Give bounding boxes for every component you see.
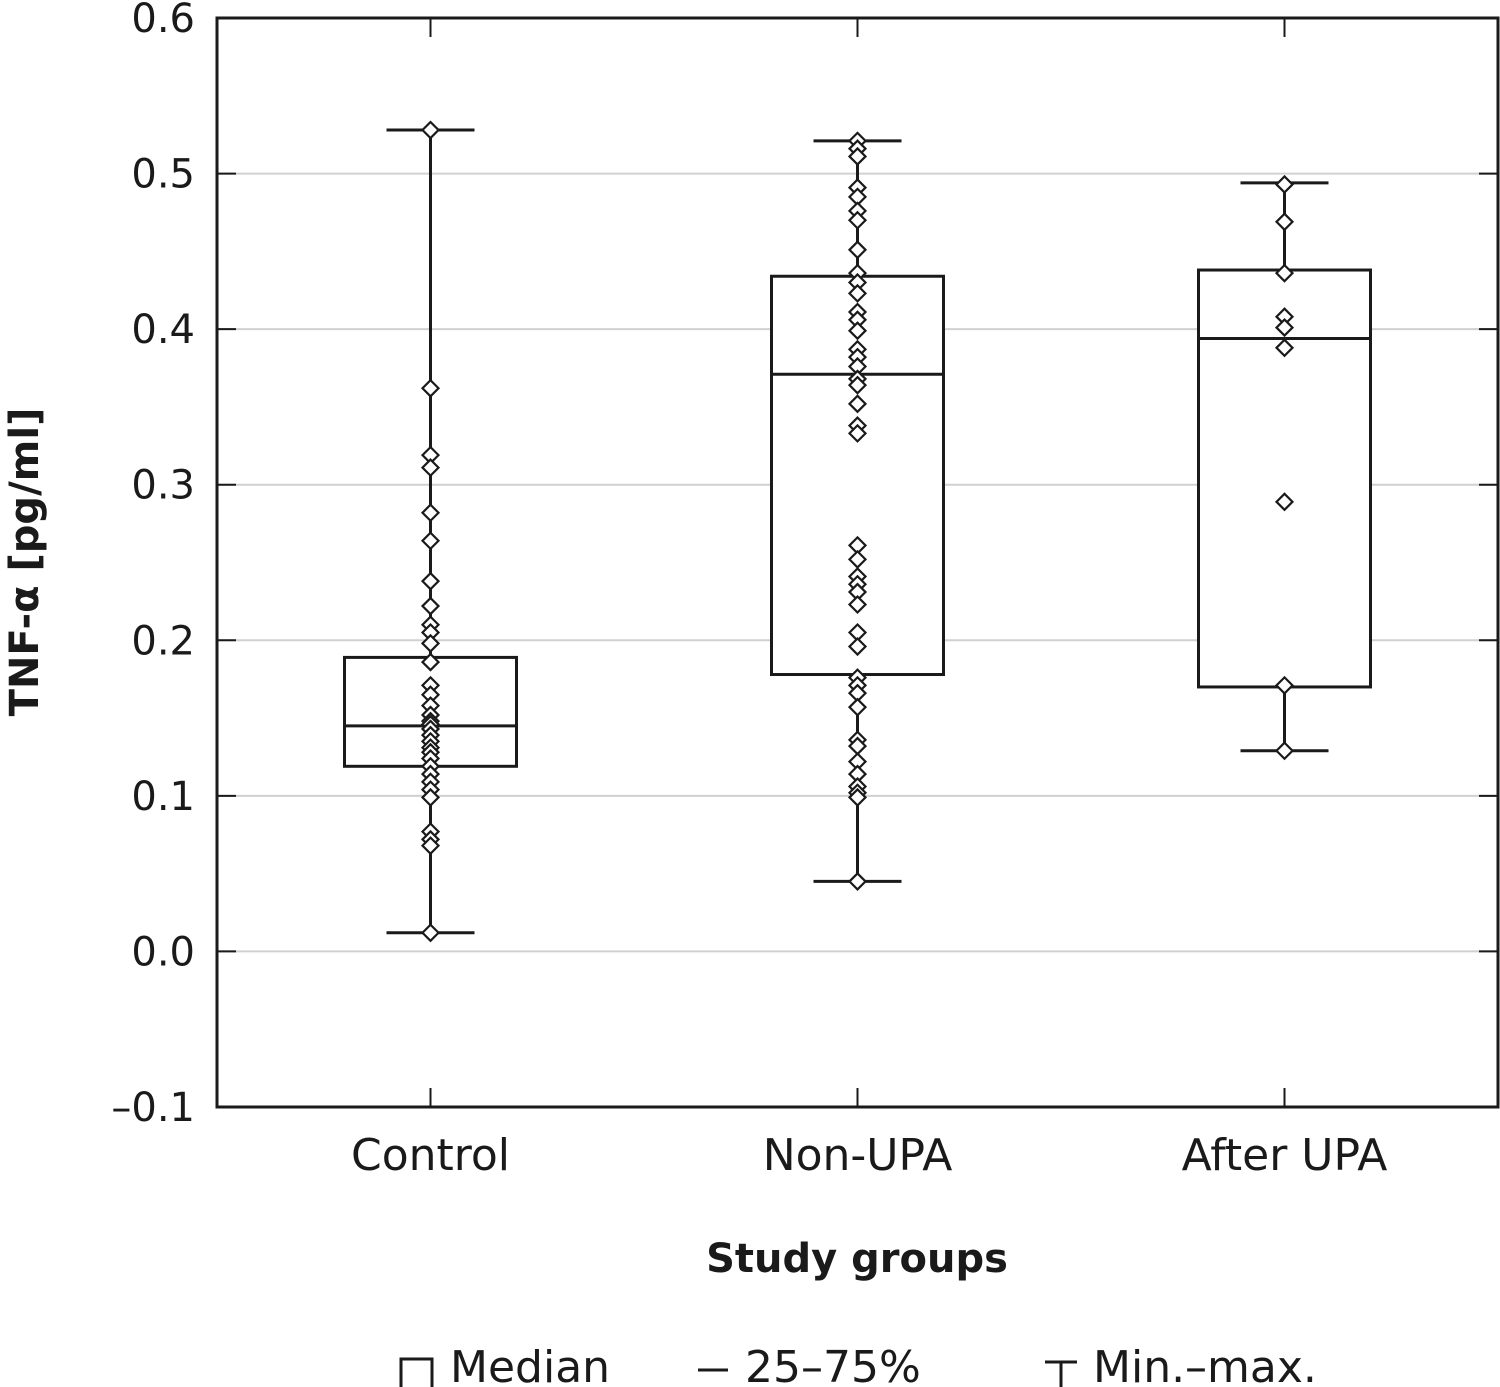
- legend-whisker-symbol: [1045, 1360, 1077, 1387]
- data-point: [420, 458, 441, 478]
- legend-label-minmax: Min.–max.: [1093, 1342, 1317, 1387]
- data-point: [1274, 492, 1295, 512]
- y-tick-label: 0.5: [131, 152, 195, 198]
- y-axis-title: TNF-α [pg/ml]: [2, 408, 48, 717]
- data-point: [847, 787, 868, 807]
- data-point: [1274, 741, 1295, 761]
- data-point: [420, 596, 441, 616]
- data-point: [847, 636, 868, 657]
- x-category-label: After UPA: [1182, 1130, 1388, 1181]
- data-point: [847, 321, 868, 341]
- data-point: [847, 240, 868, 260]
- data-point: [420, 836, 441, 856]
- data-point: [1274, 263, 1295, 283]
- data-point: [847, 871, 868, 891]
- data-point: [847, 697, 868, 717]
- data-point: [1274, 338, 1295, 358]
- legend-box-symbol: [399, 1357, 434, 1387]
- data-point: [847, 210, 868, 230]
- legend: Median 25–75% Min.–max.: [399, 1342, 1317, 1387]
- data-point: [420, 571, 441, 591]
- data-points: [420, 120, 1295, 943]
- data-point: [847, 394, 868, 414]
- y-tick-label: 0.6: [131, 0, 195, 42]
- y-tick-label: 0.1: [131, 774, 195, 820]
- y-tick-label: 0.2: [131, 618, 195, 664]
- data-point: [847, 375, 868, 395]
- x-axis-title: Study groups: [706, 1236, 1008, 1282]
- data-point: [420, 378, 441, 398]
- data-point: [420, 503, 441, 523]
- x-category-label: Control: [351, 1130, 510, 1181]
- legend-label-median: Median: [450, 1342, 610, 1387]
- axis-labels: 0.6 0.5 0.4 0.3 0.2 0.1 0.0 –0.1 Control Non-UPA A…: [111, 0, 1387, 1181]
- y-tick-label: 0.3: [131, 463, 195, 509]
- data-point: [1274, 318, 1295, 338]
- legend-label-quartiles: 25–75%: [745, 1342, 921, 1387]
- data-point: [420, 923, 441, 943]
- axes: [215, 16, 1500, 1109]
- data-point: [847, 423, 868, 443]
- data-point: [420, 531, 441, 551]
- data-point: [420, 633, 441, 653]
- data-point: [847, 594, 868, 615]
- y-tick-label: 0.0: [131, 929, 195, 975]
- data-point: [420, 652, 441, 672]
- data-point: [1274, 675, 1295, 695]
- data-point: [847, 283, 868, 303]
- x-category-label: Non-UPA: [763, 1130, 953, 1181]
- data-point: [1274, 212, 1295, 232]
- data-point: [847, 146, 868, 167]
- data-point: [420, 120, 441, 140]
- data-point: [1274, 174, 1295, 195]
- y-tick-label: –0.1: [111, 1085, 195, 1131]
- y-tick-label: 0.4: [131, 307, 195, 353]
- data-point: [420, 787, 441, 807]
